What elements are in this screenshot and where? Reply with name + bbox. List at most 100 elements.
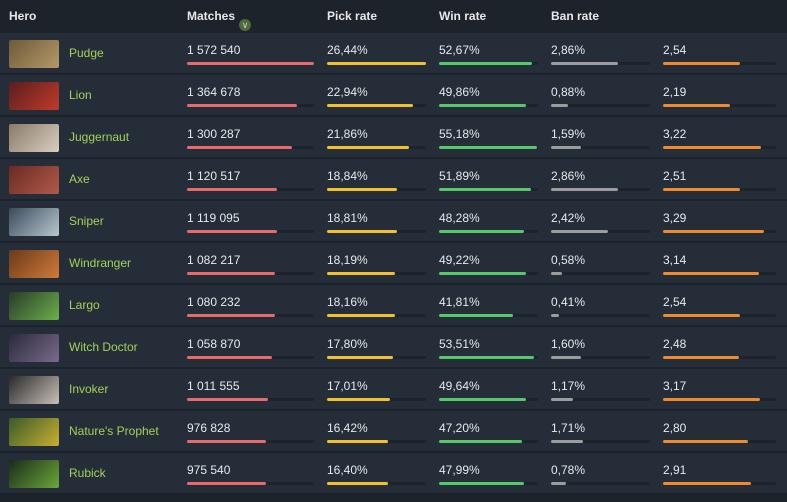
table-row[interactable]: Juggernaut 1 300 287 21,86% 55,18% 1,59% 3,22 [0, 117, 787, 157]
win-rate-bar-track [439, 146, 538, 149]
hero-portrait[interactable] [9, 460, 59, 488]
win-rate-bar-fill [439, 440, 522, 443]
hero-portrait[interactable] [9, 208, 59, 236]
column-header-matches-label: Matches [187, 9, 236, 23]
hero-name-link[interactable]: Juggernaut [69, 130, 130, 144]
hero-portrait[interactable] [9, 250, 59, 278]
ban-rate-bar-fill [551, 272, 562, 275]
hero-name-link[interactable]: Witch Doctor [69, 340, 138, 354]
column-header-win-rate[interactable]: Win rate [439, 9, 487, 23]
win-rate-bar-fill [439, 146, 537, 149]
ban-rate-bar-track [551, 272, 650, 275]
hero-portrait[interactable] [9, 124, 59, 152]
table-row[interactable]: Windranger 1 082 217 18,19% 49,22% 0,58% 3,14 [0, 243, 787, 283]
hero-name-link[interactable]: Axe [69, 172, 90, 186]
column-header-hero[interactable]: Hero [9, 9, 37, 23]
kda-bar-fill [663, 440, 748, 443]
hero-portrait[interactable] [9, 40, 59, 68]
kda-bar-fill [663, 398, 760, 401]
ban-rate-bar-fill [551, 188, 618, 191]
hero-name-link[interactable]: Invoker [69, 382, 109, 396]
pick-rate-value: 18,16% [327, 295, 368, 309]
matches-bar-fill [187, 188, 277, 191]
kda-bar-track [663, 146, 776, 149]
ban-rate-bar-track [551, 62, 650, 65]
matches-value: 1 120 517 [187, 169, 241, 183]
kda-bar-fill [663, 272, 759, 275]
pick-rate-bar-track [327, 146, 426, 149]
matches-value: 1 058 870 [187, 337, 241, 351]
win-rate-bar-track [439, 440, 538, 443]
ban-rate-bar-track [551, 188, 650, 191]
pick-rate-bar-track [327, 440, 426, 443]
hero-portrait[interactable] [9, 376, 59, 404]
table-row[interactable]: Nature's Prophet 976 828 16,42% 47,20% 1,71%… [0, 411, 787, 451]
win-rate-value: 55,18% [439, 127, 480, 141]
ban-rate-value: 2,42% [551, 211, 586, 225]
win-rate-bar-fill [439, 230, 524, 233]
matches-bar-track [187, 230, 314, 233]
column-header-ban-rate[interactable]: Ban rate [551, 9, 600, 23]
kda-bar-track [663, 230, 776, 233]
table-row[interactable]: Largo 1 080 232 18,16% 41,81% 0,41% 2,54 [0, 285, 787, 325]
table-row[interactable]: Witch Doctor 1 058 870 17,80% 53,51% 1,60% 2,… [0, 327, 787, 367]
ban-rate-value: 2,86% [551, 169, 586, 183]
kda-bar-fill [663, 62, 740, 65]
ban-rate-value: 2,86% [551, 43, 586, 57]
hero-portrait[interactable] [9, 166, 59, 194]
win-rate-bar-track [439, 356, 538, 359]
pick-rate-bar-track [327, 356, 426, 359]
ban-rate-bar-fill [551, 440, 583, 443]
win-rate-value: 41,81% [439, 295, 480, 309]
ban-rate-bar-fill [551, 146, 581, 149]
win-rate-value: 53,51% [439, 337, 480, 351]
matches-bar-track [187, 272, 314, 275]
pick-rate-value: 21,86% [327, 127, 368, 141]
ban-rate-bar-track [551, 398, 650, 401]
win-rate-bar-track [439, 482, 538, 485]
hero-portrait[interactable] [9, 334, 59, 362]
kda-bar-fill [663, 314, 740, 317]
hero-name-link[interactable]: Windranger [69, 256, 132, 270]
hero-name-link[interactable]: Pudge [69, 46, 104, 60]
hero-name-link[interactable]: Lion [69, 88, 92, 102]
hero-portrait[interactable] [9, 292, 59, 320]
pick-rate-bar-fill [327, 398, 390, 401]
kda-bar-fill [663, 188, 740, 191]
pick-rate-bar-fill [327, 314, 395, 317]
table-row[interactable]: Invoker 1 011 555 17,01% 49,64% 1,17% 3,17 [0, 369, 787, 409]
ban-rate-value: 0,41% [551, 295, 586, 309]
kda-value: 3,22 [663, 127, 687, 141]
hero-name-link[interactable]: Sniper [69, 214, 104, 228]
matches-value: 1 080 232 [187, 295, 241, 309]
hero-portrait[interactable] [9, 418, 59, 446]
kda-bar-track [663, 482, 776, 485]
table-row[interactable]: Axe 1 120 517 18,84% 51,89% 2,86% 2,51 [0, 159, 787, 199]
column-header-matches[interactable]: Matches∨ [187, 9, 252, 31]
hero-name-link[interactable]: Nature's Prophet [69, 424, 159, 438]
win-rate-bar-fill [439, 356, 534, 359]
hero-name-link[interactable]: Largo [69, 298, 100, 312]
matches-bar-fill [187, 482, 266, 485]
column-header-pick-rate[interactable]: Pick rate [327, 9, 378, 23]
kda-value: 3,17 [663, 379, 687, 393]
table-row[interactable]: Lion 1 364 678 22,94% 49,86% 0,88% 2,19 [0, 75, 787, 115]
ban-rate-bar-track [551, 230, 650, 233]
kda-value: 2,54 [663, 295, 687, 309]
hero-portrait[interactable] [9, 82, 59, 110]
table-row[interactable]: Sniper 1 119 095 18,81% 48,28% 2,42% 3,29 [0, 201, 787, 241]
hero-name-link[interactable]: Rubick [69, 466, 106, 480]
table-row[interactable]: Rubick 975 540 16,40% 47,99% 0,78% 2,91 [0, 453, 787, 493]
kda-bar-track [663, 62, 776, 65]
ban-rate-value: 1,59% [551, 127, 586, 141]
table-row[interactable]: Pudge 1 572 540 26,44% 52,67% 2,86% 2,54 [0, 33, 787, 73]
sort-descending-icon[interactable]: ∨ [239, 19, 252, 31]
table-header: Hero Matches∨ Pick rate Win rate Ban rat… [0, 0, 787, 32]
kda-bar-fill [663, 356, 739, 359]
ban-rate-bar-fill [551, 230, 608, 233]
matches-bar-track [187, 146, 314, 149]
matches-bar-fill [187, 146, 292, 149]
ban-rate-value: 1,71% [551, 421, 586, 435]
win-rate-bar-track [439, 272, 538, 275]
ban-rate-bar-track [551, 314, 650, 317]
